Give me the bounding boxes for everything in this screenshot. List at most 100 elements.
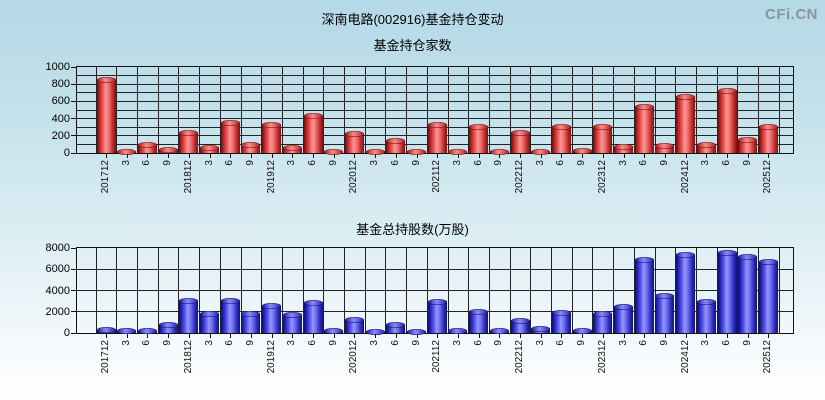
bar — [593, 124, 613, 153]
x-tick — [706, 334, 708, 338]
bar — [137, 142, 157, 153]
x-tick — [271, 154, 273, 158]
bar — [324, 329, 344, 334]
x-tick — [457, 154, 459, 158]
bar — [551, 124, 571, 153]
grid-line-horizontal — [77, 92, 793, 94]
bar — [117, 329, 137, 334]
bar — [158, 321, 178, 333]
x-tick-label: 202112 — [431, 160, 443, 193]
x-tick-label: 9 — [658, 160, 670, 166]
y-tick-label: 600 — [51, 95, 70, 108]
bar — [614, 303, 633, 333]
x-tick — [333, 154, 335, 158]
x-tick-label: 202012 — [348, 160, 360, 194]
x-tick — [188, 334, 190, 338]
bar — [200, 310, 219, 333]
bar — [655, 292, 675, 333]
grid-line-vertical — [778, 248, 780, 333]
bar — [634, 104, 654, 153]
grid-line-vertical — [737, 67, 739, 153]
grid-line-vertical — [406, 67, 408, 153]
y-tick-label: 4000 — [45, 284, 70, 297]
grid-line-vertical — [240, 67, 242, 153]
x-tick-label: 6 — [141, 160, 153, 166]
x-tick — [209, 154, 211, 158]
grid-line-vertical — [447, 248, 449, 333]
bar — [427, 121, 447, 153]
grid-line-vertical — [199, 67, 201, 153]
grid-line-vertical — [406, 248, 408, 333]
x-tick-label: 9 — [327, 160, 339, 166]
x-tick-label: 6 — [638, 160, 650, 166]
bar — [241, 311, 261, 333]
grid-line-vertical — [137, 248, 139, 333]
x-tick — [126, 334, 128, 338]
y-tick-label: 400 — [51, 112, 70, 125]
x-tick-label: 3 — [617, 160, 629, 166]
grid-line-vertical — [592, 67, 594, 153]
x-tick — [230, 334, 232, 338]
bar — [220, 120, 240, 153]
x-tick — [126, 154, 128, 158]
grid-line-vertical — [157, 67, 159, 153]
x-tick — [395, 154, 397, 158]
bar — [303, 299, 323, 333]
bar — [738, 136, 758, 153]
grid-line-horizontal — [77, 290, 793, 291]
grid-line-vertical — [281, 67, 283, 153]
grid-line-vertical — [344, 248, 346, 333]
grid-line-vertical — [633, 67, 635, 153]
grid-line-vertical — [219, 67, 221, 153]
x-tick-label: 202512 — [762, 340, 774, 374]
bar — [655, 143, 675, 153]
x-tick — [313, 334, 314, 338]
bar — [344, 131, 364, 153]
grid-line-vertical — [219, 248, 221, 333]
bar — [593, 310, 613, 333]
bar — [407, 149, 426, 154]
bar — [96, 326, 116, 333]
grid-line-vertical — [530, 248, 532, 333]
x-tick-label: 6 — [389, 340, 401, 346]
grid-line-vertical — [592, 248, 594, 333]
grid-line-vertical — [654, 67, 656, 153]
grid-line-vertical — [281, 248, 283, 333]
bar — [324, 149, 344, 154]
x-tick-label: 9 — [576, 160, 588, 166]
x-tick-label: 9 — [493, 340, 505, 346]
grid-line-vertical — [426, 248, 428, 333]
x-tick — [395, 334, 397, 338]
x-tick — [499, 334, 501, 338]
bar — [572, 147, 592, 155]
x-tick-label: 3 — [203, 160, 215, 166]
grid-line-vertical — [468, 248, 470, 333]
x-tick — [582, 334, 584, 338]
x-tick-label: 3 — [203, 340, 215, 346]
x-tick — [292, 154, 294, 158]
bar — [758, 258, 778, 333]
x-tick-label: 3 — [534, 160, 546, 166]
x-tick-label: 9 — [410, 160, 422, 166]
page-title: 深南电路(002916)基金持仓变动 — [321, 12, 504, 27]
x-tick — [644, 154, 646, 158]
bar — [117, 149, 137, 154]
x-tick — [520, 154, 521, 158]
grid-line-vertical — [261, 248, 263, 333]
bar — [262, 122, 282, 153]
x-tick — [106, 154, 107, 158]
y-tick — [71, 152, 76, 154]
x-tick — [375, 154, 377, 158]
bar — [676, 252, 696, 333]
grid-line-vertical — [323, 67, 325, 153]
x-tick — [209, 334, 211, 338]
bar — [489, 149, 509, 154]
x-tick — [375, 334, 377, 338]
x-tick — [147, 334, 149, 338]
x-tick-label: 6 — [389, 160, 401, 166]
y-tick-label: 0 — [63, 327, 70, 339]
x-tick-label: 3 — [120, 340, 132, 346]
grid-line-vertical — [302, 248, 304, 333]
x-tick-label: 9 — [493, 160, 505, 166]
